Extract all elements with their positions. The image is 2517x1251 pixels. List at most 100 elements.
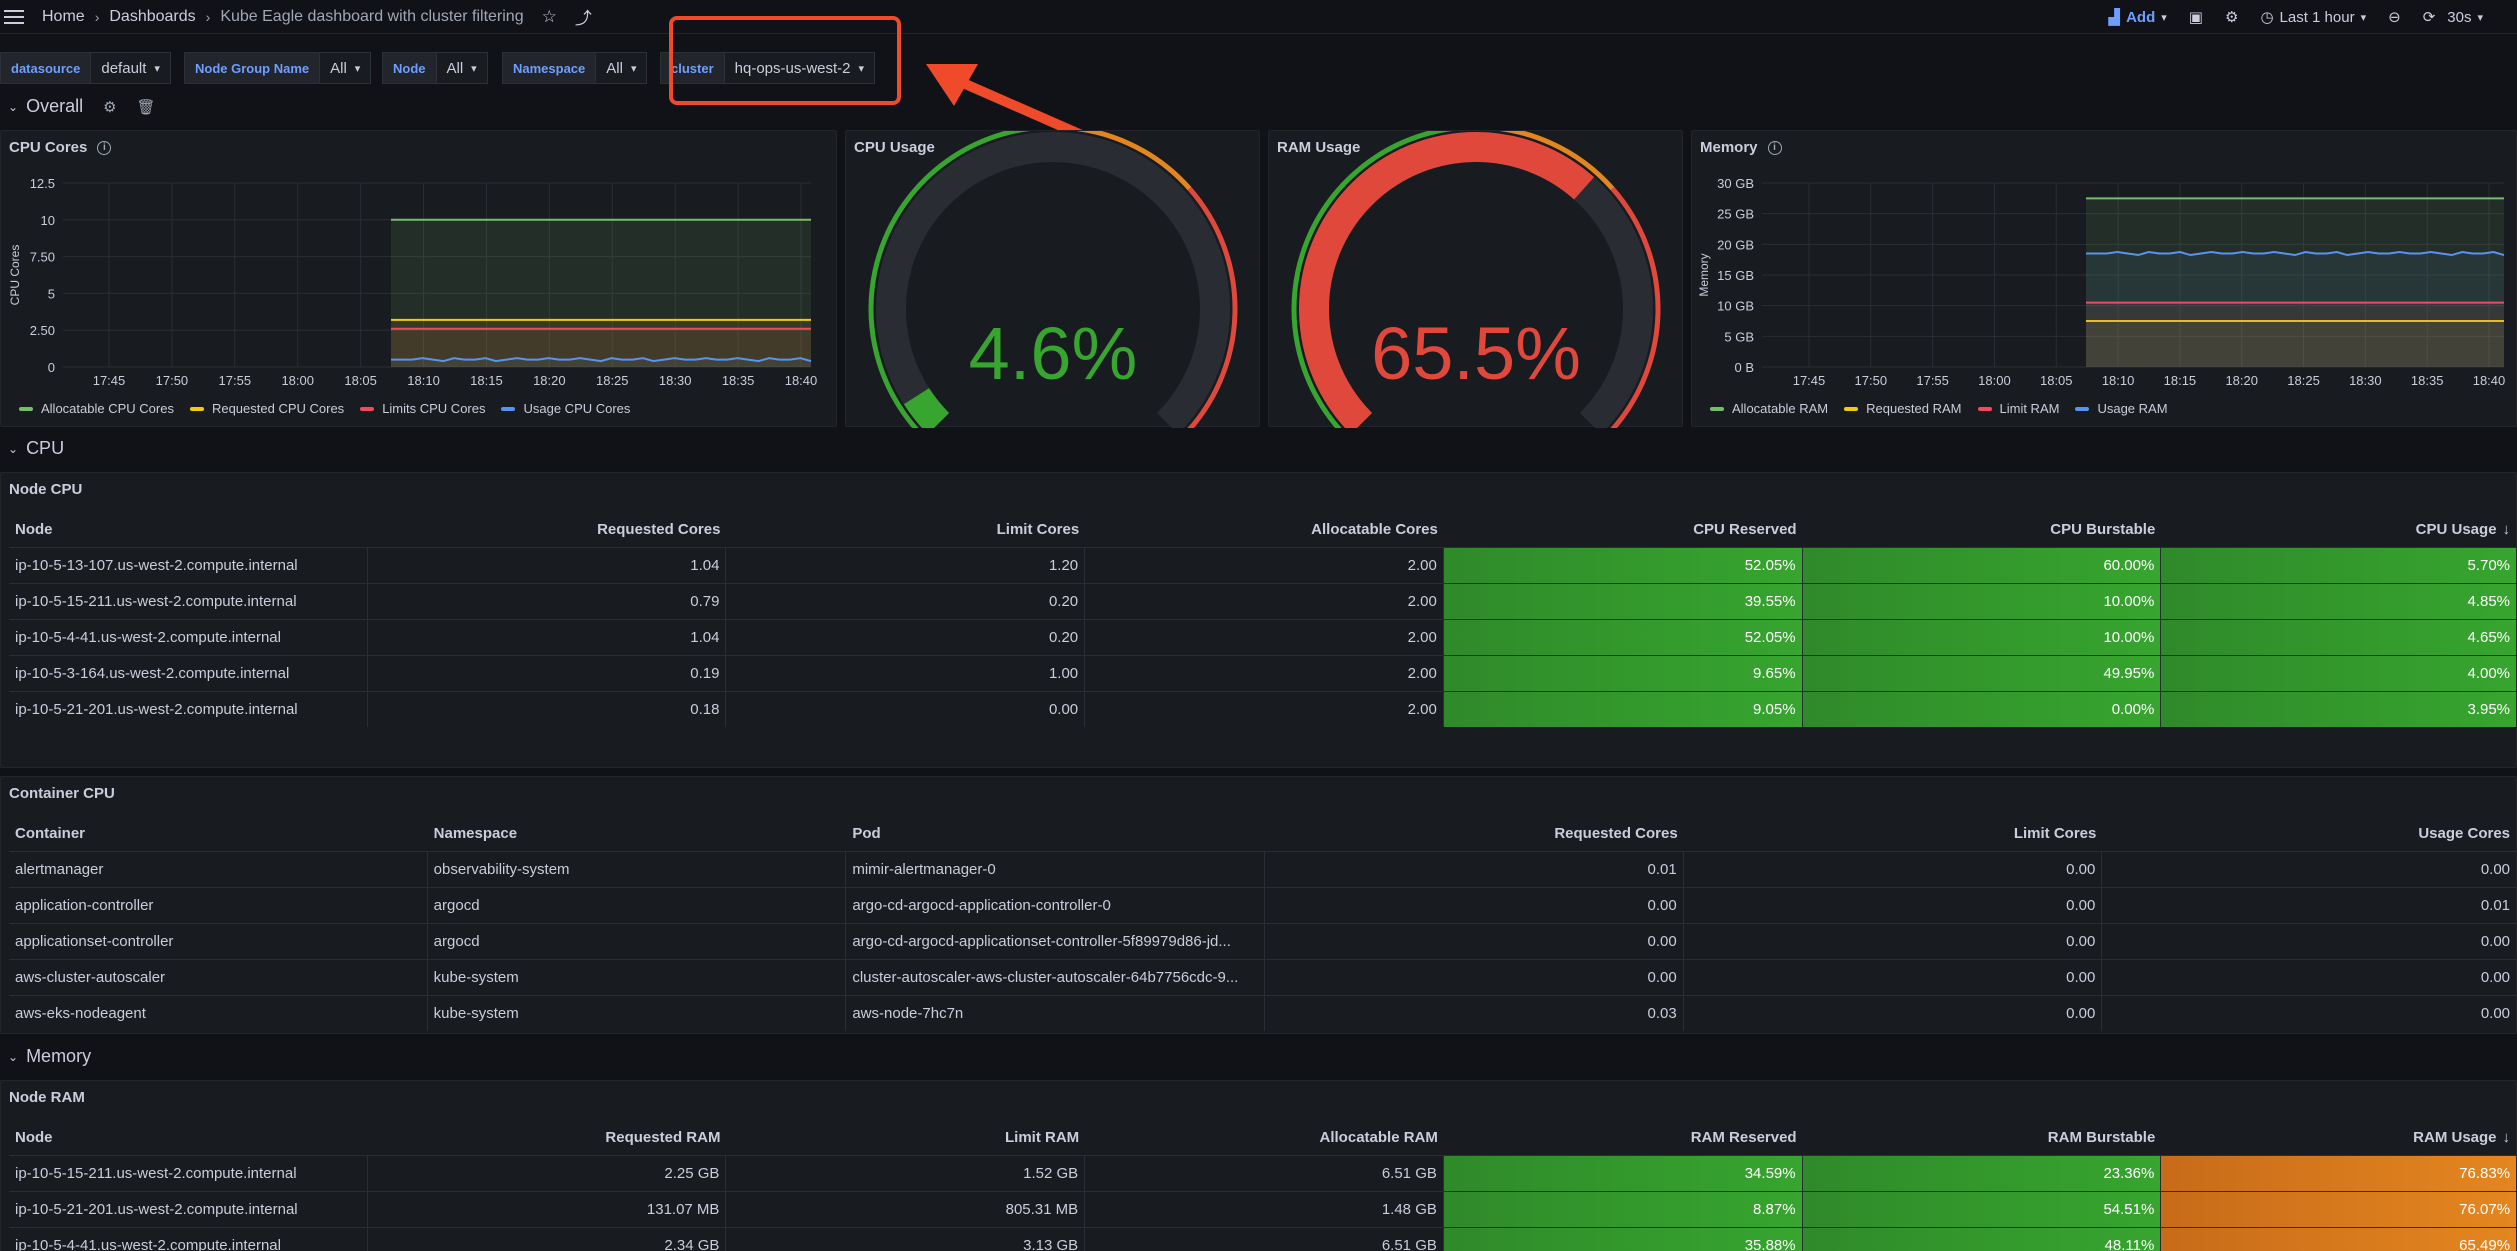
ram-usage-gauge: 65.5% <box>1291 131 1661 428</box>
legend-item[interactable]: Requested CPU Cores <box>189 401 344 416</box>
x-tick-label: 18:20 <box>533 373 566 388</box>
save-button[interactable]: ▣ <box>2189 8 2203 26</box>
cluster-select[interactable]: hq-ops-us-west-2 ▾ <box>723 52 876 84</box>
table-row[interactable]: ip-10-5-21-201.us-west-2.compute.interna… <box>9 691 2517 727</box>
table-row[interactable]: applicationset-controller argocd argo-cd-a… <box>9 923 2516 959</box>
table-cell: ip-10-5-21-201.us-west-2.compute.interna… <box>9 1192 368 1227</box>
column-header[interactable]: Requested Cores <box>1265 815 1684 851</box>
star-icon[interactable]: ☆ <box>541 6 557 26</box>
gear-icon[interactable]: ⚙ <box>103 98 117 116</box>
info-icon[interactable]: i <box>97 140 112 155</box>
legend-item[interactable]: Requested RAM <box>1844 401 1962 416</box>
table-row[interactable]: ip-10-5-4-41.us-west-2.compute.internal 2… <box>9 1227 2517 1251</box>
legend-item[interactable]: Limits CPU Cores <box>360 401 485 416</box>
legend-swatch <box>1844 406 1859 411</box>
panel-title: Memory <box>1700 139 1758 156</box>
column-header[interactable]: Requested RAM <box>368 1119 727 1155</box>
annotation-highlight-box <box>669 16 901 105</box>
zoom-out-button[interactable]: ⊖ <box>2388 8 2401 26</box>
column-header[interactable]: Container <box>9 815 428 851</box>
legend-item[interactable]: Usage CPU Cores <box>501 401 630 416</box>
column-header[interactable]: Node <box>9 1119 368 1155</box>
row-memory[interactable]: ⌄ Memory <box>8 1046 92 1066</box>
table-row[interactable]: aws-eks-nodeagent kube-system aws-node-7hc… <box>9 995 2516 1031</box>
gauge-threshold-green <box>868 131 1031 428</box>
series-area <box>2086 198 2504 367</box>
table-cell: 10.00% <box>1802 620 2162 655</box>
column-header[interactable]: CPU Burstable <box>1803 511 2162 547</box>
x-tick-label: 18:10 <box>407 373 440 388</box>
column-header[interactable]: Requested Cores <box>368 511 727 547</box>
column-header[interactable]: Namespace <box>428 815 847 851</box>
time-picker[interactable]: ◷ Last 1 hour ▾ <box>2260 8 2367 27</box>
column-header[interactable]: Allocatable Cores <box>1085 511 1444 547</box>
table-row[interactable]: ip-10-5-15-211.us-west-2.compute.interna… <box>9 1155 2517 1191</box>
table-cell: 2.00 <box>1085 548 1444 583</box>
legend-item[interactable]: Allocatable RAM <box>1710 401 1828 416</box>
table-cell: 0.18 <box>368 692 727 727</box>
table-row[interactable]: aws-cluster-autoscaler kube-system cluster… <box>9 959 2516 995</box>
info-icon[interactable]: i <box>1767 140 1782 155</box>
datasource-select[interactable]: default ▾ <box>90 52 171 84</box>
table-row[interactable]: application-controller argocd argo-cd-argo… <box>9 887 2516 923</box>
row-overall[interactable]: ⌄ Overall ⚙ 🗑 <box>8 96 156 116</box>
column-header[interactable]: CPU Usage ↓ <box>2161 511 2516 547</box>
column-header-label: Usage Cores <box>2418 824 2511 842</box>
column-header[interactable]: Allocatable RAM <box>1085 1119 1444 1155</box>
table-row[interactable]: ip-10-5-4-41.us-west-2.compute.internal 1… <box>9 619 2517 655</box>
column-header[interactable]: Limit Cores <box>1684 815 2103 851</box>
node-select[interactable]: All ▾ <box>435 52 488 84</box>
table-cell: ip-10-5-15-211.us-west-2.compute.interna… <box>9 1156 368 1191</box>
breadcrumb-home[interactable]: Home <box>42 7 85 25</box>
column-header[interactable]: Node <box>9 511 368 547</box>
table-row[interactable]: alertmanager observability-system mimir-al… <box>9 851 2516 887</box>
column-header[interactable]: CPU Reserved <box>1444 511 1803 547</box>
legend-item[interactable]: Usage RAM <box>2075 401 2168 416</box>
table-cell: 1.52 GB <box>726 1156 1086 1191</box>
breadcrumb-dashboards[interactable]: Dashboards <box>109 7 196 25</box>
settings-button[interactable]: ⚙ <box>2225 8 2238 26</box>
x-tick-label: 18:05 <box>344 373 377 388</box>
column-header[interactable]: Limit RAM <box>726 1119 1085 1155</box>
namespace-select[interactable]: All ▾ <box>595 52 648 84</box>
table-row[interactable]: ip-10-5-13-107.us-west-2.compute.interna… <box>9 547 2517 583</box>
table-cell: 52.05% <box>1443 620 1803 655</box>
refresh-interval-picker[interactable]: 30s ▾ <box>2447 8 2483 26</box>
refresh-button[interactable]: ⟳ <box>2423 8 2436 26</box>
node-group-select[interactable]: All ▾ <box>319 52 372 84</box>
table-header: Node Requested Cores Limit Cores Allocatabl… <box>9 511 2516 547</box>
table-row[interactable]: ip-10-5-15-211.us-west-2.compute.interna… <box>9 583 2517 619</box>
column-header[interactable]: RAM Usage ↓ <box>2161 1119 2516 1155</box>
panel-container-cpu: Container CPU Container Namespace Pod Reque… <box>0 776 2517 1034</box>
share-icon[interactable]: ⤴ <box>574 9 592 28</box>
column-header[interactable]: Limit Cores <box>726 511 1085 547</box>
table-cell: 65.49% <box>2161 1228 2517 1251</box>
legend-item[interactable]: Limit RAM <box>1977 401 2059 416</box>
column-header[interactable]: Pod <box>846 815 1265 851</box>
table-cell: 1.48 GB <box>1085 1192 1444 1227</box>
y-tick-label: 0 B <box>1734 360 1754 375</box>
table-cell: 3.13 GB <box>726 1228 1086 1251</box>
column-header[interactable]: RAM Reserved <box>1444 1119 1803 1155</box>
column-header[interactable]: Usage Cores <box>2102 815 2516 851</box>
series-line <box>391 357 812 363</box>
variable-datasource: datasource default ▾ <box>0 52 171 84</box>
chevron-down-icon: ⌄ <box>8 441 19 456</box>
table-cell: 54.51% <box>1802 1192 2162 1227</box>
menu-icon[interactable] <box>4 9 24 24</box>
legend-swatch <box>189 406 204 411</box>
legend-item[interactable]: Allocatable CPU Cores <box>19 401 174 416</box>
trash-icon[interactable]: 🗑 <box>136 98 156 116</box>
y-tick-label: 0 <box>48 360 55 375</box>
table-cell: aws-eks-nodeagent <box>9 996 428 1031</box>
gauge-value-text: 4.6% <box>969 312 1138 395</box>
row-cpu[interactable]: ⌄ CPU <box>8 438 65 458</box>
table-cell: 76.83% <box>2161 1156 2517 1191</box>
table-row[interactable]: ip-10-5-21-201.us-west-2.compute.interna… <box>9 1191 2517 1227</box>
add-button[interactable]: ▟ Add ▾ <box>2108 8 2167 27</box>
chevron-down-icon: ▾ <box>2360 11 2367 24</box>
table-row[interactable]: ip-10-5-3-164.us-west-2.compute.internal… <box>9 655 2517 691</box>
column-header[interactable]: RAM Burstable <box>1803 1119 2162 1155</box>
y-tick-label: 2.50 <box>30 323 55 338</box>
column-header-label: CPU Usage <box>2415 520 2497 538</box>
